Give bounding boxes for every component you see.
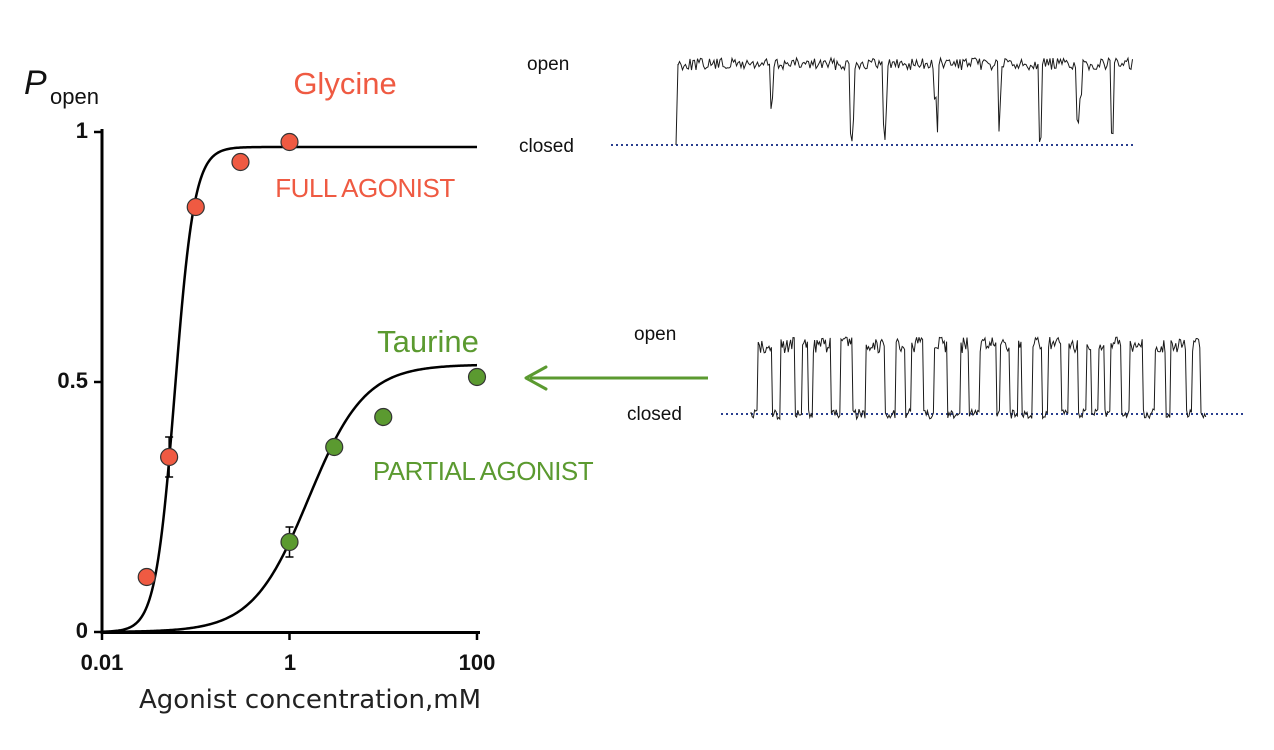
x-tick-label-0.01: 0.01 bbox=[81, 650, 124, 675]
glycine-trace-panel: open closed bbox=[519, 54, 1133, 157]
taurine-closed-label: closed bbox=[627, 404, 682, 425]
glycine-point-0 bbox=[137, 567, 156, 587]
taurine-series-label: Taurine bbox=[377, 324, 479, 359]
taurine-fit-curve bbox=[101, 363, 478, 634]
glycine-point-4 bbox=[280, 132, 299, 152]
plot-area bbox=[101, 132, 487, 634]
taurine-point-2 bbox=[374, 407, 393, 427]
glycine-point-2 bbox=[186, 197, 205, 217]
taurine-trace bbox=[750, 336, 1207, 421]
glycine-series-label: Glycine bbox=[293, 66, 396, 101]
glycine-fit-curve bbox=[101, 145, 477, 633]
taurine-open-label: open bbox=[634, 324, 676, 345]
taurine-point-1 bbox=[325, 437, 344, 457]
taurine-agonist-note: PARTIAL AGONIST bbox=[373, 456, 594, 486]
glycine-trace bbox=[675, 56, 1133, 146]
arrow bbox=[524, 365, 708, 391]
x-tick-label-1: 1 bbox=[284, 650, 296, 675]
y-axis-label: P bbox=[24, 64, 47, 102]
taurine-trace-panel: open closed bbox=[627, 324, 1243, 425]
y-tick-label-0.5: 0.5 bbox=[57, 368, 88, 393]
glycine-agonist-note: FULL AGONIST bbox=[275, 173, 455, 203]
x-tick-label-100: 100 bbox=[459, 650, 496, 675]
y-tick-label-0: 0 bbox=[76, 618, 88, 643]
taurine-point-3 bbox=[467, 367, 487, 387]
y-axis-label-subscript: open bbox=[50, 84, 99, 109]
taurine-point-0 bbox=[280, 532, 299, 552]
glycine-point-3 bbox=[231, 152, 250, 172]
x-axis-label: Agonist concentration,mM bbox=[139, 685, 481, 715]
glycine-open-label: open bbox=[527, 54, 569, 75]
glycine-closed-label: closed bbox=[519, 136, 574, 157]
axes bbox=[94, 129, 480, 640]
y-tick-label-1: 1 bbox=[76, 118, 88, 143]
glycine-point-1 bbox=[160, 447, 179, 467]
